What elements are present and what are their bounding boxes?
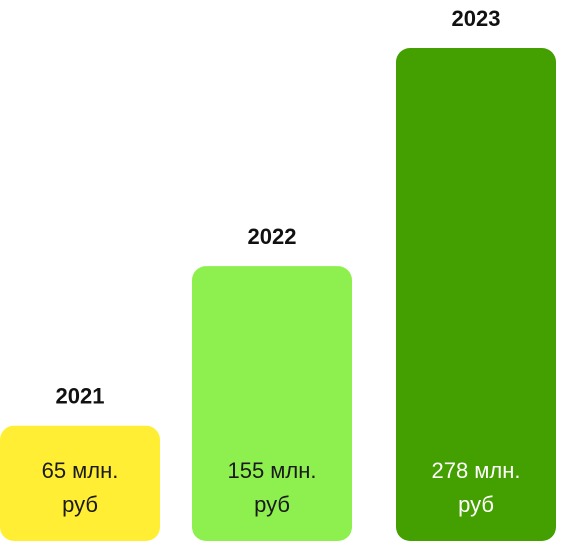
labels-group: 2021 65 млн. руб 2022 155 млн. руб 2023 278 млн… — [42, 6, 521, 517]
bar-2022 — [192, 266, 352, 541]
data-label-2023: 278 млн. руб — [431, 458, 520, 517]
data-label-line: 65 млн. — [42, 458, 119, 483]
data-label-line: руб — [458, 492, 494, 517]
data-label-2021: 65 млн. руб — [42, 458, 119, 517]
category-label-2023: 2023 — [452, 6, 501, 31]
data-label-2022: 155 млн. руб — [227, 458, 316, 517]
bars-group — [0, 48, 556, 541]
bar-2021 — [0, 425, 160, 541]
bar-2023 — [396, 48, 556, 541]
category-label-2021: 2021 — [56, 384, 105, 409]
data-label-line: руб — [254, 492, 290, 517]
data-label-line: 155 млн. — [227, 458, 316, 483]
data-label-line: 278 млн. — [431, 458, 520, 483]
category-label-2022: 2022 — [248, 224, 297, 249]
data-label-line: руб — [62, 492, 98, 517]
